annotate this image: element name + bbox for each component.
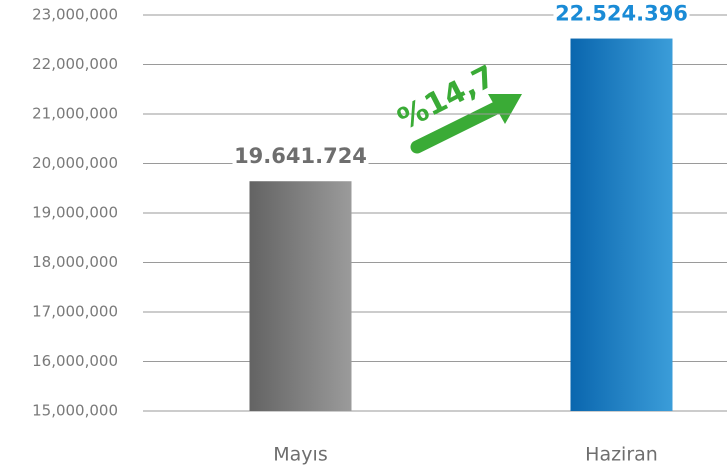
bar bbox=[570, 38, 673, 412]
x-tick-label: Mayıs bbox=[273, 444, 327, 466]
value-label-bg bbox=[553, 0, 690, 29]
y-tick-label: 15,000,000 bbox=[32, 402, 118, 420]
y-tick-label: 16,000,000 bbox=[32, 352, 118, 370]
y-tick-label: 23,000,000 bbox=[32, 6, 118, 24]
y-tick-label: 17,000,000 bbox=[32, 303, 118, 321]
value-label-bg bbox=[232, 141, 369, 172]
y-tick-label: 22,000,000 bbox=[32, 55, 118, 73]
y-tick-label: 19,000,000 bbox=[32, 204, 118, 222]
x-tick-label: Haziran bbox=[585, 444, 658, 466]
value-label: 19.641.724 bbox=[234, 144, 367, 168]
y-tick-label: 21,000,000 bbox=[32, 105, 118, 123]
arrow-head bbox=[488, 94, 522, 124]
value-label: 22.524.396 bbox=[555, 2, 688, 26]
y-tick-label: 18,000,000 bbox=[32, 253, 118, 271]
bar bbox=[249, 181, 352, 411]
growth-arrow bbox=[410, 94, 522, 154]
arrow-shaft bbox=[410, 99, 507, 154]
y-tick-label: 20,000,000 bbox=[32, 154, 118, 172]
